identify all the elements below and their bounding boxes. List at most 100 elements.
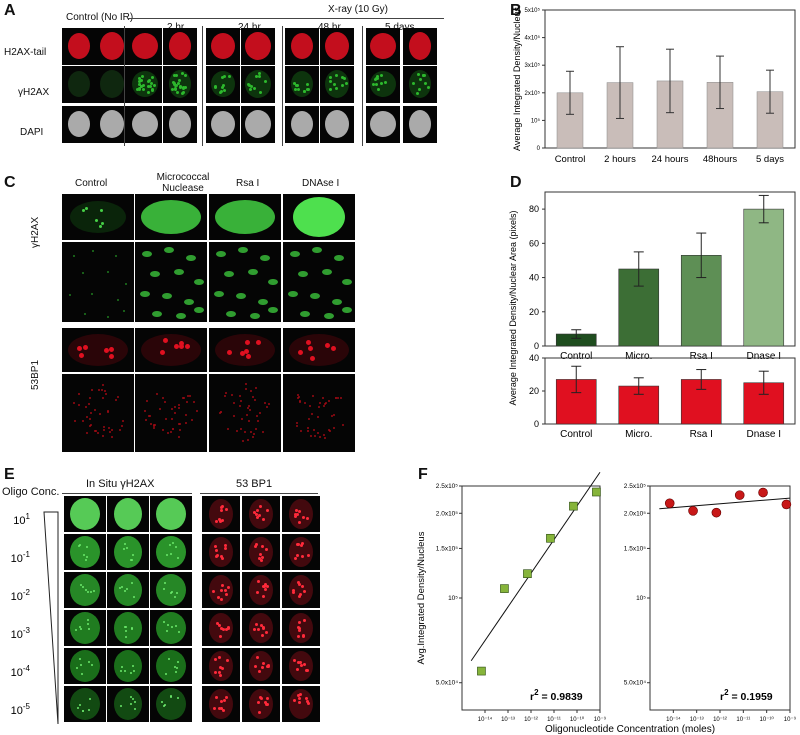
focus xyxy=(214,549,218,553)
nucleus-green xyxy=(114,574,142,606)
focus xyxy=(218,634,222,638)
x-axis-label: Oligonucleotide Concentration (moles) xyxy=(545,724,715,735)
focus xyxy=(88,708,91,711)
focus xyxy=(175,546,178,549)
focus xyxy=(218,673,222,677)
focus xyxy=(109,431,112,434)
nucleus-small xyxy=(236,292,246,300)
focus xyxy=(106,409,109,412)
focus xyxy=(330,415,333,418)
focus xyxy=(115,399,118,402)
focus xyxy=(81,272,84,275)
nucleus-gray xyxy=(169,110,191,138)
nucleus-gray xyxy=(291,111,313,137)
focus xyxy=(239,399,242,402)
focus xyxy=(294,557,298,561)
focus xyxy=(131,626,134,629)
focus xyxy=(300,663,304,667)
nucleus-small xyxy=(164,246,174,254)
focus xyxy=(379,74,383,78)
data-point xyxy=(500,584,509,593)
focus xyxy=(88,697,91,700)
focus xyxy=(231,393,234,396)
focus xyxy=(221,557,225,561)
focus xyxy=(298,697,302,701)
data-point xyxy=(664,498,675,509)
focus xyxy=(293,658,297,662)
a-cell-r2-c8 xyxy=(366,106,400,143)
focus xyxy=(296,667,300,671)
focus xyxy=(215,695,219,699)
focus xyxy=(78,352,84,358)
focus xyxy=(374,76,378,80)
focus xyxy=(149,82,153,86)
a-cell-r0-c8 xyxy=(366,28,400,65)
focus xyxy=(180,72,184,76)
focus xyxy=(77,392,80,395)
focus xyxy=(141,87,145,91)
focus xyxy=(145,400,148,403)
y-tick-label: 0 xyxy=(537,146,541,152)
focus xyxy=(125,587,128,590)
focus xyxy=(261,661,265,665)
focus xyxy=(162,587,165,590)
focus xyxy=(244,430,247,433)
focus xyxy=(84,206,88,210)
focus xyxy=(252,86,256,90)
focus xyxy=(223,394,226,397)
e-gh2ax-cell-r2-c2 xyxy=(150,572,192,608)
nucleus-green xyxy=(70,498,100,530)
focus xyxy=(173,83,177,87)
focus xyxy=(255,427,258,430)
focus xyxy=(212,706,216,710)
focus xyxy=(220,584,224,588)
focus xyxy=(265,584,269,588)
focus xyxy=(263,587,267,591)
e-gh2ax-cell-r5-c0 xyxy=(64,686,106,722)
focus xyxy=(162,337,168,343)
data-point xyxy=(758,487,768,498)
focus xyxy=(130,672,133,674)
e-gh2ax-cell-r1-c0 xyxy=(64,534,106,570)
focus xyxy=(261,518,265,522)
focus xyxy=(85,589,88,592)
a-cell-r2-c1 xyxy=(95,106,129,143)
focus xyxy=(344,81,348,85)
y-tick-label: 40 xyxy=(529,273,539,283)
c-row-label-53bp1: 53BP1 xyxy=(30,359,41,390)
focus xyxy=(77,707,80,710)
focus xyxy=(376,88,380,92)
focus xyxy=(310,412,313,415)
focus xyxy=(169,543,172,546)
focus xyxy=(259,412,262,415)
focus xyxy=(173,74,177,78)
focus xyxy=(96,431,99,434)
focus xyxy=(84,313,87,316)
focus xyxy=(416,73,420,77)
time-header-2hr: 2 hr xyxy=(167,22,184,33)
panel-label-d: D xyxy=(510,174,522,191)
focus xyxy=(85,431,88,434)
focus xyxy=(322,404,325,407)
focus xyxy=(255,512,259,516)
focus xyxy=(151,76,155,80)
focus xyxy=(108,353,114,359)
focus xyxy=(252,510,256,514)
nucleus-small xyxy=(194,306,204,314)
focus xyxy=(164,672,167,675)
focus xyxy=(328,400,331,403)
nucleus-green xyxy=(70,612,100,644)
focus xyxy=(179,422,182,425)
nucleus-red xyxy=(169,32,191,60)
focus xyxy=(81,586,84,589)
y-tick-label: 0 xyxy=(534,419,539,429)
focus xyxy=(141,74,145,78)
focus xyxy=(299,693,303,697)
concentration-exponent: -2 xyxy=(23,588,31,597)
x-tick-label: Control xyxy=(560,351,592,362)
nucleus-dim-red xyxy=(289,537,313,567)
focus xyxy=(298,629,302,633)
focus xyxy=(329,80,333,84)
focus xyxy=(298,660,302,664)
xray-bracket xyxy=(128,18,444,19)
